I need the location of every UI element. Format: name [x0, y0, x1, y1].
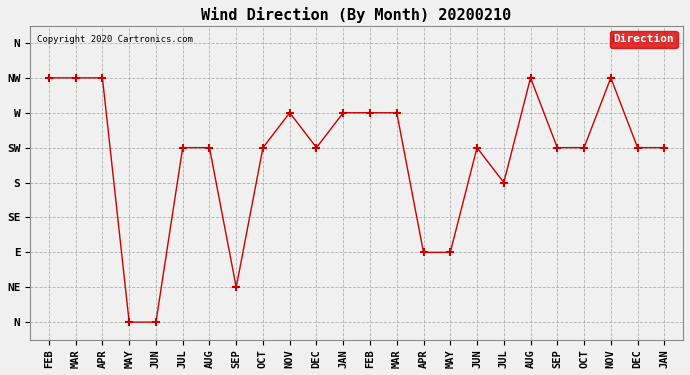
Legend: Direction: Direction — [610, 31, 678, 48]
Title: Wind Direction (By Month) 20200210: Wind Direction (By Month) 20200210 — [201, 7, 512, 23]
Text: Copyright 2020 Cartronics.com: Copyright 2020 Cartronics.com — [37, 35, 193, 44]
